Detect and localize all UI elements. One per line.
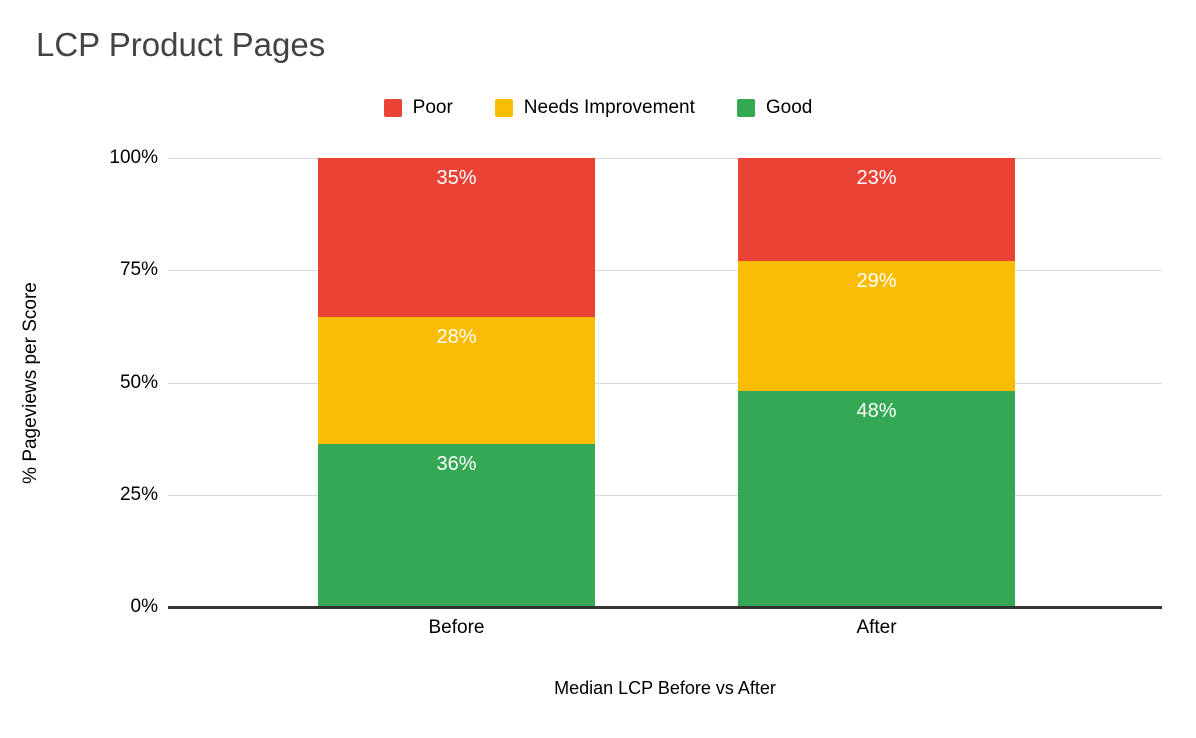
y-tick-label: 75% bbox=[119, 259, 158, 281]
legend-swatch-poor bbox=[383, 99, 402, 117]
legend-item-good[interactable]: Good bbox=[736, 97, 813, 119]
data-label: 28% bbox=[436, 325, 477, 348]
x-axis-line bbox=[168, 606, 1162, 609]
gridline-75pct bbox=[168, 270, 1162, 272]
legend-item-poor[interactable]: Poor bbox=[383, 97, 453, 119]
bar-segment-before-poor[interactable]: 35% bbox=[318, 158, 595, 317]
gridline-100pct bbox=[168, 158, 1162, 159]
y-axis-title: % Pageviews per Score bbox=[20, 281, 41, 484]
gridline-50pct bbox=[168, 382, 1162, 384]
bar-after[interactable]: 23% 29% 48% bbox=[738, 158, 1015, 607]
legend-label: Needs Improvement bbox=[523, 97, 695, 118]
legend-swatch-good bbox=[736, 99, 755, 117]
data-label: 23% bbox=[856, 167, 897, 189]
gridline-25pct bbox=[168, 494, 1162, 496]
y-tick-label: 25% bbox=[119, 483, 158, 505]
y-tick-label: 100% bbox=[109, 147, 158, 168]
legend-item-needs-improvement[interactable]: Needs Improvement bbox=[494, 97, 695, 119]
plot-area: 35% 28% 36% 23% 29% 48% bbox=[168, 158, 1162, 609]
legend: Poor Needs Improvement Good bbox=[0, 97, 1196, 119]
x-tick-label-after: After bbox=[856, 617, 897, 638]
data-label: 36% bbox=[436, 452, 477, 475]
data-label: 35% bbox=[436, 167, 477, 189]
y-tick-label: 0% bbox=[130, 596, 158, 617]
data-label: 48% bbox=[856, 400, 897, 423]
bar-before[interactable]: 35% 28% 36% bbox=[318, 158, 595, 607]
y-axis-title-wrap: % Pageviews per Score bbox=[0, 158, 62, 607]
bar-segment-before-needs-improvement[interactable]: 28% bbox=[318, 316, 595, 444]
bar-segment-after-good[interactable]: 48% bbox=[738, 391, 1015, 607]
legend-label: Poor bbox=[412, 97, 453, 118]
legend-swatch-needs-improvement bbox=[494, 99, 513, 117]
data-label: 29% bbox=[856, 270, 897, 293]
y-tick-label: 50% bbox=[119, 371, 158, 393]
bar-segment-before-good[interactable]: 36% bbox=[318, 443, 595, 607]
x-tick-label-before: Before bbox=[428, 617, 485, 638]
x-axis-title: Median LCP Before vs After bbox=[554, 678, 776, 698]
bar-segment-after-poor[interactable]: 23% bbox=[738, 158, 1015, 262]
legend-label: Good bbox=[765, 97, 813, 118]
chart-title: LCP Product Pages bbox=[36, 26, 326, 63]
bar-segment-after-needs-improvement[interactable]: 29% bbox=[738, 261, 1015, 392]
